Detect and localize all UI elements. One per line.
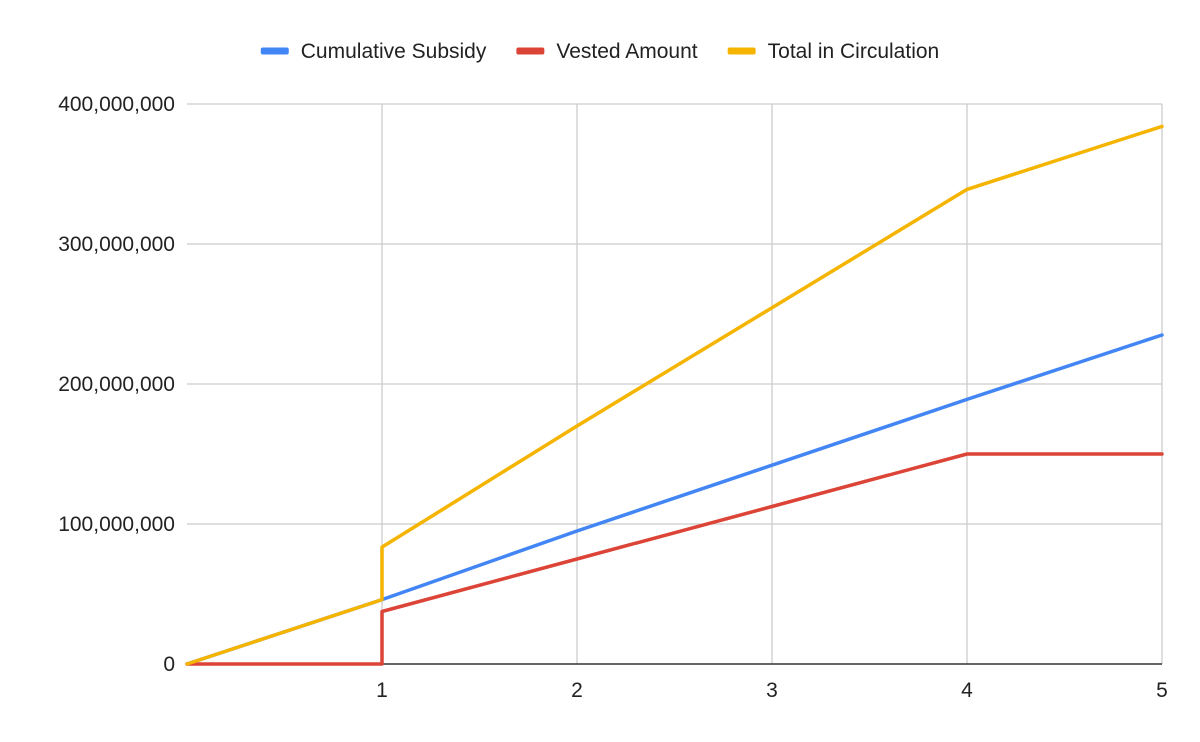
- x-tick-label-2: 3: [766, 679, 778, 702]
- legend-label: Cumulative Subsidy: [301, 40, 487, 63]
- series-line-total-in-circulation: [185, 124, 1164, 666]
- legend-item-cumulative-subsidy[interactable]: Cumulative Subsidy: [260, 40, 487, 63]
- legend-label: Total in Circulation: [768, 40, 940, 63]
- x-tick-label-3: 4: [961, 679, 973, 702]
- legend-label: Vested Amount: [556, 40, 697, 63]
- y-tick-label-1: 100,000,000: [58, 513, 175, 536]
- legend-swatch: [727, 47, 756, 55]
- legend-item-total-in-circulation[interactable]: Total in Circulation: [727, 40, 940, 63]
- grid: [187, 103, 1163, 664]
- legend-swatch: [516, 47, 545, 55]
- series-lines: [185, 124, 1164, 666]
- legend-swatch: [260, 47, 289, 55]
- x-tick-label-4: 5: [1156, 679, 1168, 702]
- legend-item-vested-amount[interactable]: Vested Amount: [516, 40, 698, 63]
- axes: 0 100,000,000 200,000,000 300,000,000 400,00…: [58, 93, 1168, 702]
- y-tick-label-0: 0: [163, 653, 175, 676]
- legend: Cumulative Subsidy Vested Amount Total in …: [260, 40, 940, 63]
- y-tick-label-4: 400,000,000: [58, 93, 175, 116]
- x-tick-label-1: 2: [571, 679, 583, 702]
- x-tick-label-0: 1: [376, 679, 388, 702]
- y-tick-label-3: 300,000,000: [58, 233, 175, 256]
- y-tick-label-2: 200,000,000: [58, 373, 175, 396]
- series-line-vested-amount: [185, 452, 1164, 666]
